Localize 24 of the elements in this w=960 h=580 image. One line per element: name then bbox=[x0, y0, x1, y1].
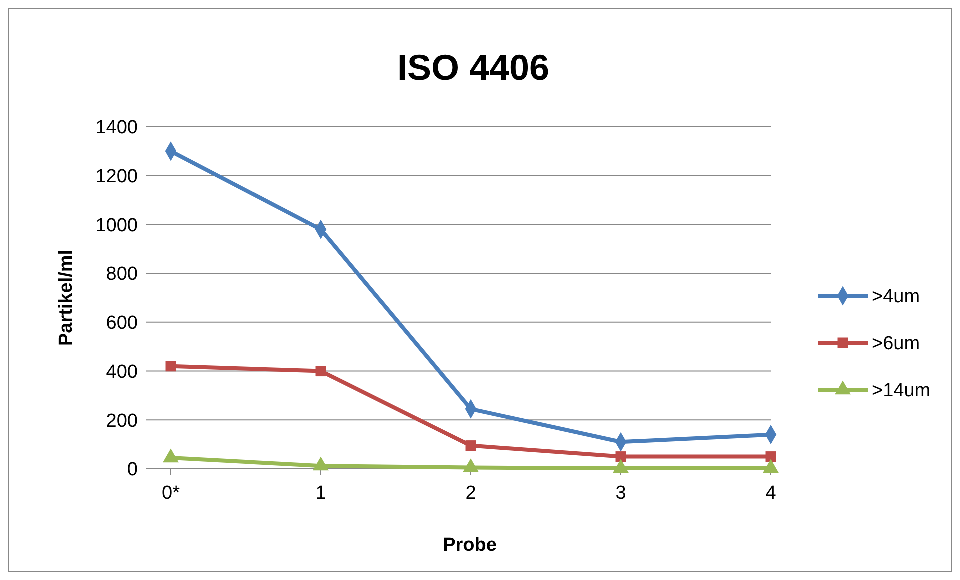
y-tick-label: 800 bbox=[106, 264, 138, 286]
x-axis-title: Probe bbox=[443, 535, 497, 556]
x-tick-label: 1 bbox=[316, 483, 326, 504]
point bbox=[766, 452, 776, 462]
y-tick-label: 400 bbox=[106, 362, 138, 383]
x-tick-label: 3 bbox=[616, 483, 626, 504]
y-tick-label: 0 bbox=[127, 460, 138, 481]
legend-label: >14um bbox=[872, 380, 931, 402]
x-tick-label: 0* bbox=[162, 483, 181, 504]
x-tick-label: 4 bbox=[766, 483, 777, 504]
y-tick-label: 600 bbox=[106, 313, 138, 334]
point bbox=[316, 366, 326, 377]
y-axis-title: Partikel/ml bbox=[56, 250, 77, 346]
y-tick-label: 1200 bbox=[96, 166, 138, 188]
y-tick-label: 200 bbox=[106, 410, 138, 432]
point bbox=[616, 452, 626, 462]
chart-title: ISO 4406 bbox=[397, 47, 550, 88]
x-tick-label: 2 bbox=[466, 483, 476, 504]
y-tick-label: 1000 bbox=[96, 215, 138, 236]
legend-label: >4um bbox=[872, 286, 920, 308]
point bbox=[466, 440, 476, 452]
y-tick-label: 1400 bbox=[96, 118, 138, 139]
point bbox=[166, 361, 176, 372]
legend-label: >6um bbox=[872, 334, 920, 355]
